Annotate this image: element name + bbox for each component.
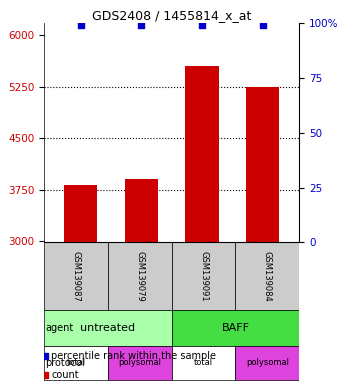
Text: GSM139091: GSM139091	[199, 251, 208, 302]
Bar	[108, 242, 172, 310]
Bar	[44, 242, 108, 310]
Text: GSM139087: GSM139087	[72, 251, 81, 302]
Point	[78, 22, 83, 28]
Bar	[125, 179, 158, 242]
Bar	[172, 310, 299, 346]
Bar	[44, 346, 108, 380]
Text: BAFF: BAFF	[221, 323, 250, 333]
Bar	[235, 242, 299, 310]
Point	[199, 22, 205, 28]
Text: untreated: untreated	[80, 323, 136, 333]
Text: GSM139079: GSM139079	[135, 251, 144, 302]
Text: GSM139084: GSM139084	[263, 251, 272, 302]
Text: percentile rank within the sample: percentile rank within the sample	[51, 351, 217, 361]
Text: polysomal: polysomal	[246, 358, 289, 367]
Bar	[44, 310, 172, 346]
Text: count: count	[51, 370, 79, 380]
Bar	[235, 346, 299, 380]
Bar	[108, 346, 172, 380]
Bar	[64, 185, 97, 242]
Text: total: total	[194, 358, 213, 367]
Point	[260, 22, 266, 28]
Bar	[246, 87, 279, 242]
Text: protocol: protocol	[46, 358, 85, 368]
Text: agent: agent	[46, 323, 74, 333]
Bar	[172, 242, 235, 310]
Bar	[185, 66, 219, 242]
Title: GDS2408 / 1455814_x_at: GDS2408 / 1455814_x_at	[92, 9, 251, 22]
Point	[139, 22, 144, 28]
Bar	[172, 346, 235, 380]
Text: total: total	[67, 358, 86, 367]
Text: polysomal: polysomal	[118, 358, 161, 367]
